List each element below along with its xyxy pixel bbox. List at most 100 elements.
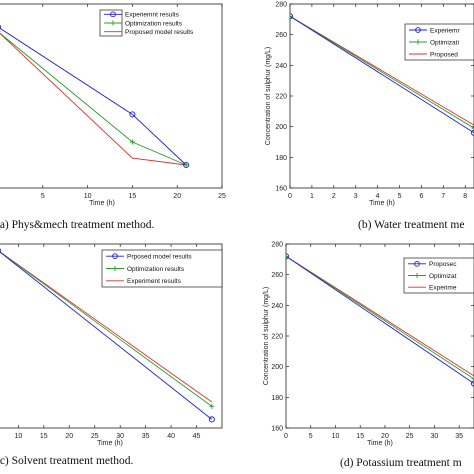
x-tick-label: 25 xyxy=(406,433,414,440)
data-point-circle xyxy=(208,416,215,423)
x-tick-label: 15 xyxy=(40,433,48,440)
panel-caption: (b) Water treatment me xyxy=(358,219,464,231)
series-line xyxy=(0,27,187,166)
panel-caption: (c) Solvent treatment method. xyxy=(0,455,133,467)
data-point-circle xyxy=(290,13,294,20)
y-tick-label: 160 xyxy=(275,186,287,193)
data-point-circle xyxy=(0,24,2,30)
series-line xyxy=(0,251,213,403)
x-tick-label: 20 xyxy=(173,193,181,200)
data-layer xyxy=(0,24,190,169)
legend: Proposec Optimizat Experime xyxy=(403,257,474,294)
x-tick-label: 8 xyxy=(463,193,467,200)
data-layer xyxy=(0,248,215,423)
x-tick-label: 3 xyxy=(354,193,358,200)
chart-panel-2: 0 1 2 3 4 5 6 7 8 160 180 200 220 240 260 280 Time (h) Co… xyxy=(265,2,474,231)
data-point-plus xyxy=(286,253,289,259)
x-tick-label: 4 xyxy=(376,193,380,200)
x-tick-label: 25 xyxy=(91,433,99,440)
legend-label: Experime xyxy=(429,284,457,291)
legend-marker-plus xyxy=(415,39,421,45)
y-tick-label: 220 xyxy=(275,94,287,101)
data-point-plus xyxy=(129,139,135,145)
y-tick-label: 240 xyxy=(271,303,283,310)
y-axis-label: Concentration of sulphur (mg/L) xyxy=(265,47,272,145)
legend-label: Experiemnt results xyxy=(125,12,180,19)
data-point-plus xyxy=(209,403,215,409)
x-tick-label: 1 xyxy=(310,193,314,200)
y-tick-label: 200 xyxy=(271,364,283,371)
x-tick-label: 10 xyxy=(332,433,340,440)
series-line xyxy=(286,255,474,384)
legend-label: Optimizat xyxy=(429,273,457,280)
legend-label: Proposed model results xyxy=(125,29,194,36)
legend-label: Prposed model results xyxy=(127,253,192,260)
x-tick-label: 25 xyxy=(218,193,226,200)
x-tick-label: 40 xyxy=(167,433,175,440)
data-point-circle xyxy=(183,161,190,169)
x-tick-label: 10 xyxy=(14,433,22,440)
x-tick-label: 0 xyxy=(284,433,288,440)
x-tick-label: 5 xyxy=(398,193,402,200)
legend-marker-plus xyxy=(414,273,420,278)
legend-marker-plus xyxy=(112,266,118,271)
y-axis-label: Concentration of sulphur (mg/L) xyxy=(263,287,270,385)
x-axis-label: Time (h) xyxy=(369,200,395,207)
x-tick-label: 35 xyxy=(142,433,150,440)
y-tick-label: 180 xyxy=(271,395,283,402)
y-tick-label: 280 xyxy=(271,242,283,249)
x-tick-label: 5 xyxy=(309,433,313,440)
x-tick-label: 0 xyxy=(288,193,292,200)
x-axis-label: Time (h) xyxy=(367,440,393,447)
y-tick-label: 220 xyxy=(271,334,283,341)
legend-label: Proposed xyxy=(430,51,458,58)
legend-label: Optimization results xyxy=(125,20,183,27)
y-tick-label: 280 xyxy=(275,2,287,9)
x-tick-label: 6 xyxy=(419,193,423,200)
legend-label: Proposec xyxy=(429,261,457,268)
x-tick-label: 20 xyxy=(65,433,73,440)
data-point-plus xyxy=(471,376,474,382)
x-tick-label: 5 xyxy=(41,193,45,200)
legend-marker-circle xyxy=(415,27,421,33)
panel-caption: (a) Phys&mech treatment method. xyxy=(0,219,155,231)
legend-label: Experiment results xyxy=(127,278,182,285)
x-axis-label: Time (h) xyxy=(97,440,123,447)
series-line xyxy=(0,32,187,166)
legend-marker-plus xyxy=(110,20,116,26)
legend: Prposed model results Optimization result… xyxy=(101,249,223,288)
legend-marker-circle xyxy=(414,260,420,267)
series-line xyxy=(0,251,213,407)
x-axis-label: Time (h) xyxy=(89,200,115,207)
y-tick-label: 200 xyxy=(275,124,287,131)
legend-marker-circle xyxy=(112,253,118,260)
x-tick-label: 20 xyxy=(381,433,389,440)
legend-marker-circle xyxy=(110,11,116,18)
chart-panel-4: 0 5 10 15 20 25 30 35 160 180 200 220 240 260 280 Time … xyxy=(263,242,474,469)
legend-label: Optimization results xyxy=(127,266,185,273)
series-line xyxy=(290,15,474,129)
series-line xyxy=(290,15,474,134)
data-point-circle xyxy=(0,248,2,253)
x-tick-label: 10 xyxy=(84,193,92,200)
y-tick-label: 180 xyxy=(275,155,287,162)
data-point-plus xyxy=(290,13,293,19)
chart-panel-3: 10 15 20 25 30 35 40 45 Time (h) Prposed model re… xyxy=(0,243,223,467)
chart-panel-1: 5 10 15 20 25 Time (h) Experiemnt resultsOptim… xyxy=(0,3,226,231)
legend-label: Optimizati xyxy=(430,39,459,46)
data-point-circle xyxy=(129,111,136,118)
data-point-circle xyxy=(286,253,290,260)
series-line xyxy=(286,255,474,380)
y-tick-label: 240 xyxy=(275,63,287,70)
data-layer xyxy=(286,253,474,387)
x-tick-label: 45 xyxy=(193,433,201,440)
series-line xyxy=(0,251,213,420)
legend: Experiemr Optimizati Proposed xyxy=(404,23,474,61)
y-tick-label: 260 xyxy=(275,32,287,39)
data-point-plus xyxy=(183,162,189,168)
x-tick-label: 30 xyxy=(116,433,124,440)
panel-caption: (d) Potassium treatment m xyxy=(340,457,462,469)
data-point-plus xyxy=(471,125,474,131)
